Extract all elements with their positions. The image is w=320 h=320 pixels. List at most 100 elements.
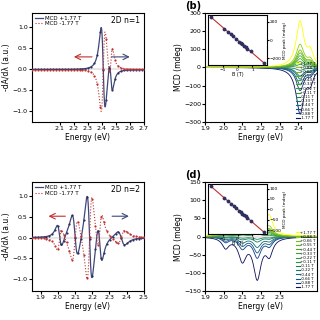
- MCD -1.77 T: [69, 255, 73, 259]
- Point: [55, 223, 60, 228]
- Point: [133, 236, 138, 242]
- MCD -1.77 T: [50, 239, 53, 243]
- Point: [107, 68, 112, 74]
- Point: [61, 238, 66, 243]
- Point: [64, 240, 69, 245]
- MCD +1.77 T: [46, 68, 50, 71]
- Point: [130, 67, 135, 72]
- Point: [29, 67, 35, 72]
- Point: [65, 67, 70, 72]
- Point: [44, 67, 49, 72]
- Y-axis label: MCD (mdeg): MCD (mdeg): [173, 44, 182, 91]
- Point: [101, 67, 106, 72]
- MCD -1.77 T: [50, 68, 54, 71]
- Point: [136, 236, 141, 241]
- Point: [118, 69, 124, 74]
- Point: [32, 236, 37, 241]
- Point: [99, 256, 104, 261]
- Point: [38, 67, 44, 72]
- Point: [133, 67, 139, 72]
- Point: [32, 235, 37, 240]
- Point: [133, 67, 139, 72]
- Point: [29, 235, 35, 240]
- Point: [44, 236, 49, 241]
- Point: [142, 67, 148, 72]
- Point: [101, 251, 107, 256]
- Point: [133, 234, 138, 239]
- Point: [74, 67, 79, 72]
- Point: [104, 97, 109, 102]
- Point: [59, 67, 64, 72]
- Point: [89, 70, 94, 75]
- Point: [104, 241, 109, 246]
- Point: [136, 234, 141, 239]
- Point: [77, 67, 82, 72]
- MCD +1.77 T: [45, 235, 49, 238]
- Point: [36, 67, 41, 72]
- Point: [56, 67, 61, 72]
- Point: [107, 233, 112, 238]
- Point: [35, 235, 40, 240]
- Point: [58, 228, 63, 234]
- Point: [96, 242, 101, 247]
- Line: MCD -1.77 T: MCD -1.77 T: [32, 198, 147, 279]
- Point: [38, 235, 43, 240]
- Point: [139, 235, 144, 240]
- Point: [130, 67, 135, 72]
- MCD -1.77 T: [80, 240, 84, 244]
- MCD +1.77 T: [145, 236, 149, 240]
- Point: [110, 46, 115, 52]
- Point: [53, 67, 58, 72]
- Point: [87, 236, 92, 241]
- Point: [44, 67, 49, 72]
- X-axis label: Energy (eV): Energy (eV): [238, 302, 284, 311]
- Point: [127, 67, 132, 72]
- MCD +1.77 T: [70, 68, 74, 71]
- Point: [74, 67, 79, 72]
- Point: [136, 67, 141, 72]
- Point: [41, 236, 46, 241]
- Point: [62, 67, 67, 72]
- Point: [119, 235, 124, 240]
- Point: [98, 29, 103, 35]
- Y-axis label: -dA/dλ (a.u.): -dA/dλ (a.u.): [3, 44, 12, 91]
- MCD -1.77 T: [145, 236, 149, 239]
- MCD -1.77 T: [30, 68, 34, 71]
- Point: [50, 231, 55, 236]
- Point: [78, 234, 84, 239]
- Point: [122, 68, 127, 73]
- Point: [86, 68, 91, 74]
- MCD +1.77 T: [82, 67, 85, 71]
- Point: [65, 67, 70, 72]
- Point: [76, 251, 81, 256]
- Point: [107, 66, 112, 71]
- MCD +1.77 T: [30, 68, 34, 71]
- Point: [50, 239, 55, 244]
- Point: [50, 67, 55, 72]
- Point: [110, 236, 115, 241]
- Point: [71, 67, 76, 72]
- MCD -1.77 T: [45, 237, 49, 241]
- Point: [80, 68, 85, 73]
- Point: [90, 273, 95, 278]
- Point: [47, 67, 52, 72]
- Point: [52, 243, 58, 248]
- Legend: MCD +1.77 T, MCD -1.77 T: MCD +1.77 T, MCD -1.77 T: [35, 185, 81, 196]
- Point: [127, 67, 132, 72]
- MCD -1.77 T: [95, 80, 99, 84]
- Point: [41, 234, 46, 239]
- MCD -1.77 T: [46, 68, 50, 71]
- Point: [36, 67, 41, 72]
- Point: [35, 236, 40, 241]
- Point: [122, 228, 127, 233]
- Text: (d): (d): [185, 170, 201, 180]
- Point: [139, 236, 144, 241]
- Point: [116, 241, 121, 246]
- Point: [41, 67, 46, 72]
- MCD -1.77 T: [91, 199, 95, 203]
- MCD -1.77 T: [99, 109, 103, 113]
- Point: [110, 87, 115, 92]
- Legend: MCD +1.77 T, MCD -1.77 T: MCD +1.77 T, MCD -1.77 T: [35, 16, 81, 27]
- Point: [119, 236, 124, 241]
- Point: [38, 236, 43, 241]
